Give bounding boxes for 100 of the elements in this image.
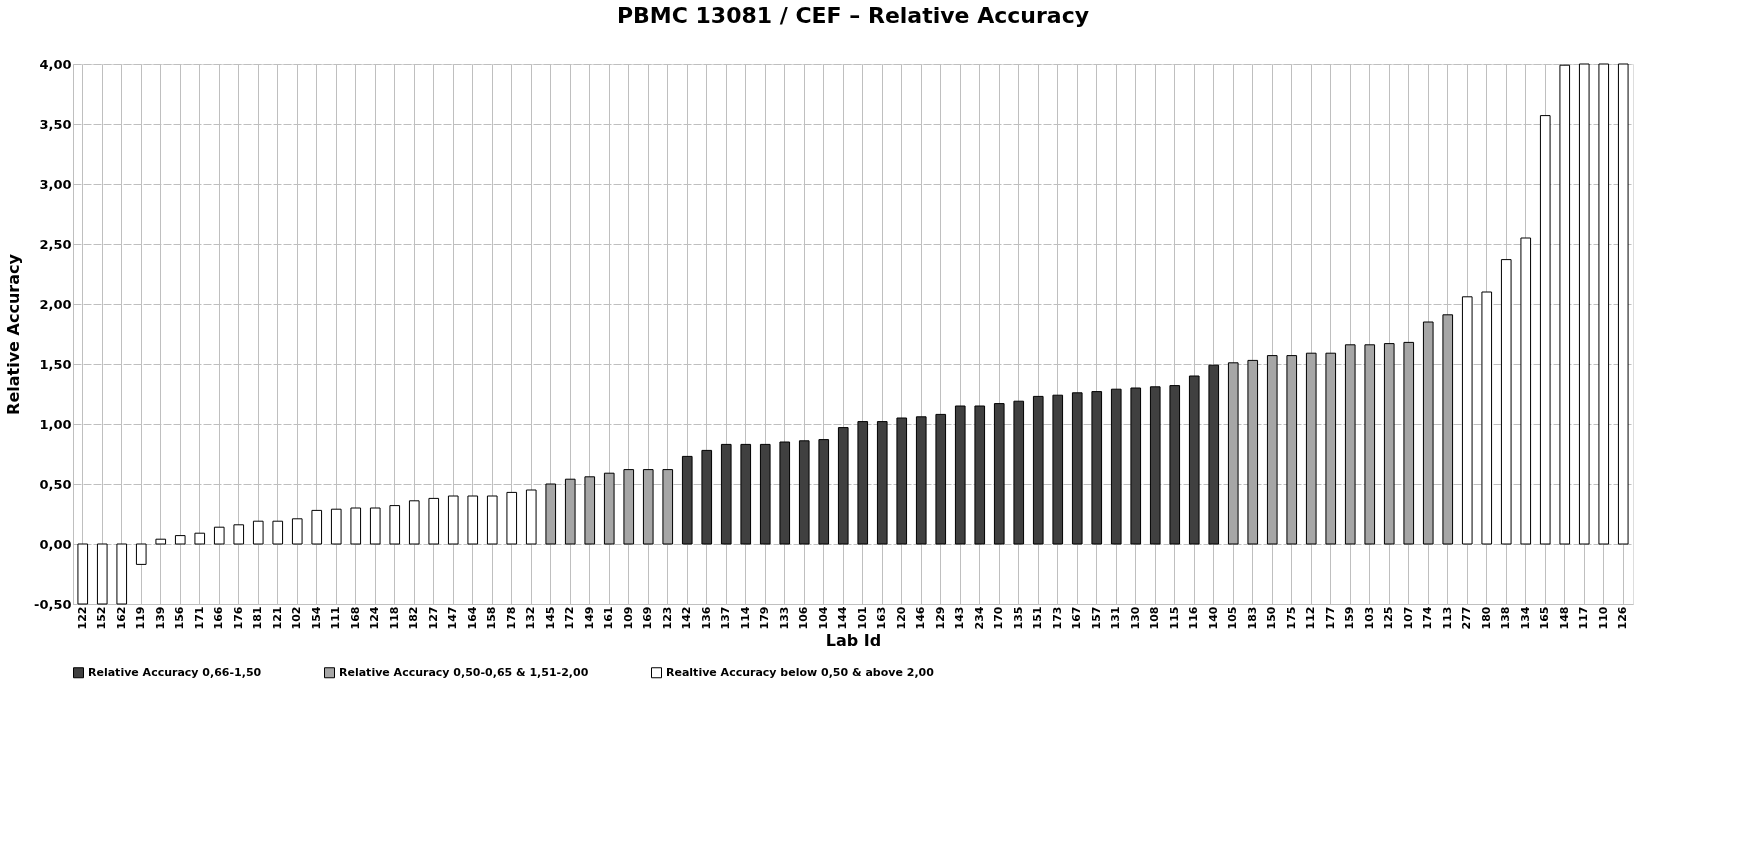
x-tick-label: 148 [1557,606,1571,630]
x-tick-label: 137 [719,606,733,630]
x-tick-label: 183 [1245,606,1259,630]
x-tick-label: 169 [641,606,655,630]
y-tick-label: 3,50 [39,116,72,132]
bar [779,441,791,545]
x-tick-label: 122 [75,606,89,630]
bar [1422,321,1434,545]
bar [915,416,927,545]
bar [1227,362,1239,545]
legend-label: Relative Accuracy 0,50-0,65 & 1,51-2,00 [339,665,589,679]
x-tick-label: 114 [738,606,752,630]
bar [1091,391,1103,545]
bar [291,518,303,545]
x-tick-label: 154 [309,606,323,630]
bar [701,449,713,545]
y-tick-label: 2,00 [39,296,72,312]
bar [194,532,206,545]
x-tick-label: 102 [290,606,304,630]
y-tick-label: -0,50 [34,596,72,612]
x-tick-label: 179 [758,606,772,630]
bar [428,497,440,545]
bar [1364,344,1376,545]
x-tick-label: 135 [1011,606,1025,630]
bar [369,507,381,545]
x-tick-label: 116 [1187,606,1201,630]
x-tick-label: 168 [348,606,362,630]
x-tick-label: 119 [134,606,148,630]
x-tick-label: 156 [173,606,187,630]
x-tick-label: 162 [114,606,128,630]
x-tick-label: 129 [933,606,947,630]
bar [525,489,537,545]
y-tick-label: 3,00 [39,176,72,192]
bar [564,478,576,545]
x-tick-label: 106 [797,606,811,630]
bar [545,483,557,545]
bar [272,520,284,545]
x-tick-label: 161 [602,606,616,630]
bar [252,520,264,545]
x-tick-label: 131 [1109,606,1123,630]
x-tick-label: 174 [1421,606,1435,630]
bar [935,413,947,545]
x-tick-label: 145 [543,606,557,630]
x-tick-label: 277 [1460,606,1474,630]
x-tick-label: 144 [836,606,850,630]
bar [954,405,966,545]
bar [584,476,596,545]
bar [1266,355,1278,545]
x-tick-label: 159 [1343,606,1357,630]
x-tick-label: 103 [1362,606,1376,630]
x-tick-label: 163 [875,606,889,630]
bar [876,421,888,545]
x-tick-label: 164 [465,606,479,630]
bar [837,427,849,545]
bar [818,439,830,545]
x-tick-label: 234 [972,606,986,630]
x-tick-label: 171 [192,606,206,630]
bar [603,472,615,545]
x-tick-label: 150 [1265,606,1279,630]
y-tick-label: 4,00 [39,56,72,72]
bar [1500,259,1512,545]
bar [1403,341,1415,545]
bar [1110,388,1122,545]
bar [1617,63,1629,545]
bar [77,543,89,605]
x-tick-label: 176 [231,606,245,630]
bar [896,417,908,545]
bar [330,508,342,545]
x-tick-label: 139 [153,606,167,630]
bar [213,526,225,545]
bar [389,505,401,545]
x-tick-label: 152 [95,606,109,630]
bar [1520,237,1532,545]
x-tick-label: 108 [1148,606,1162,630]
bar [1286,355,1298,545]
x-tick-label: 107 [1401,606,1415,630]
bar [1013,400,1025,545]
x-tick-label: 146 [914,606,928,630]
legend-label: Realtive Accuracy below 0,50 & above 2,00 [666,665,935,679]
x-tick-label: 158 [485,606,499,630]
x-tick-label: 178 [504,606,518,630]
x-tick-label: 157 [1089,606,1103,630]
x-tick-label: 165 [1538,606,1552,630]
x-tick-label: 121 [270,606,284,630]
bar [1130,387,1142,545]
bar [174,535,186,545]
y-tick-label: 1,50 [39,356,72,372]
x-tick-label: 115 [1167,606,1181,630]
x-tick-label: 140 [1206,606,1220,630]
bar [486,495,498,545]
x-tick-label: 147 [446,606,460,630]
x-tick-label: 123 [660,606,674,630]
x-tick-label: 166 [212,606,226,630]
x-tick-label: 181 [251,606,265,630]
x-tick-label: 110 [1596,606,1610,630]
bar [467,495,479,545]
bar [1247,359,1259,545]
bar [350,507,362,545]
bar [1383,343,1395,545]
x-tick-label: 101 [855,606,869,630]
